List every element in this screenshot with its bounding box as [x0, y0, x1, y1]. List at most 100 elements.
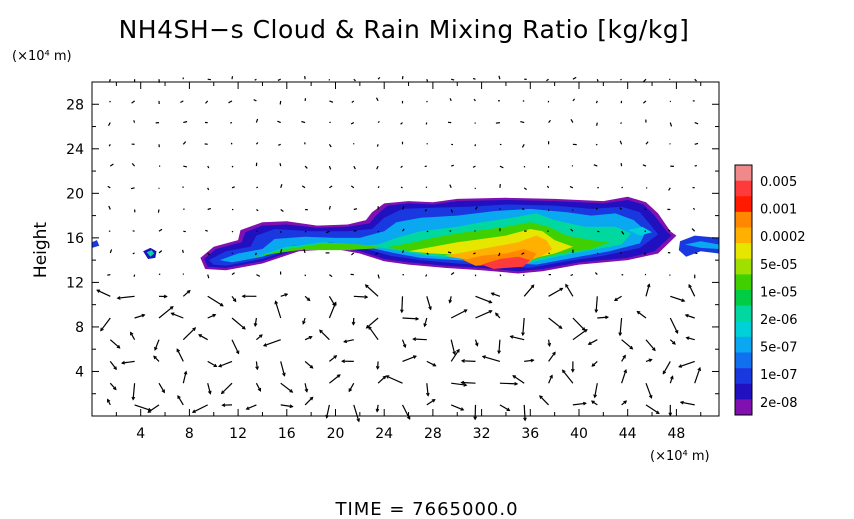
wind-vector [512, 375, 525, 384]
wind-vector [597, 230, 600, 233]
wind-vector-head [662, 370, 667, 375]
wind-vector [523, 187, 527, 191]
colorbar-swatch [735, 383, 752, 400]
wind-vector [548, 375, 553, 384]
wind-vector [400, 165, 403, 169]
wind-vector-head [552, 351, 556, 356]
wind-vector [523, 165, 526, 168]
wind-vector [619, 317, 623, 336]
x-tick-label: 8 [185, 426, 194, 442]
wind-vector-head [232, 298, 237, 303]
wind-vector [423, 317, 428, 327]
wind-vector-head [512, 375, 517, 379]
wind-vector-head [333, 355, 338, 359]
wind-vector-head [213, 363, 218, 367]
wind-vector [253, 99, 257, 102]
wind-vector [426, 252, 429, 255]
wind-vector [182, 186, 184, 189]
wind-vector [351, 100, 355, 104]
wind-vector-head [590, 400, 595, 405]
wind-vector-head [385, 375, 390, 379]
wind-vector [109, 79, 111, 82]
wind-vector [304, 142, 306, 145]
wind-vector-head [356, 418, 360, 423]
colorbar-swatch [735, 227, 752, 244]
wind-vector [256, 274, 261, 277]
wind-vector [183, 165, 188, 168]
wind-vector-head [289, 404, 294, 409]
wind-vector-head [530, 358, 535, 363]
colorbar-label: 1e-07 [760, 368, 798, 383]
wind-vector [572, 98, 576, 102]
wind-vector [130, 187, 135, 190]
wind-vector-head [448, 299, 453, 304]
wind-vector-head [163, 294, 168, 299]
wind-vector [153, 355, 160, 362]
wind-vector [669, 339, 676, 345]
wind-vector [301, 120, 306, 124]
wind-vector [472, 77, 476, 80]
wind-vector [402, 317, 419, 320]
wind-vector [134, 404, 152, 411]
wind-vector-head [549, 374, 553, 379]
wind-vector-head [198, 334, 202, 338]
wind-vector [353, 230, 357, 232]
wind-vector-head [177, 395, 181, 399]
wind-vector-head [304, 388, 309, 393]
wind-vector-head [425, 392, 430, 397]
wind-vector-head [255, 366, 259, 371]
wind-vector [376, 144, 379, 147]
wind-vector [100, 317, 111, 332]
wind-vector [329, 100, 334, 103]
x-tick-label: 44 [619, 426, 637, 442]
y-tick-label: 12 [66, 275, 84, 291]
colorbar-swatch [735, 352, 752, 369]
wind-vector [278, 143, 281, 146]
wind-vector-head [587, 341, 592, 345]
wind-vector [348, 382, 355, 392]
wind-vector [482, 355, 501, 362]
wind-vector [131, 100, 135, 104]
wind-vector [686, 337, 695, 341]
wind-vector [304, 383, 308, 392]
wind-vector-head [220, 390, 225, 395]
wind-vector-head [655, 410, 660, 414]
wind-vector-head [685, 336, 690, 340]
wind-vector-head [309, 365, 314, 369]
wind-vector [376, 165, 379, 170]
wind-vector [562, 369, 574, 384]
wind-vector [401, 339, 406, 348]
wind-vector [572, 402, 586, 406]
wind-vector [595, 100, 598, 104]
wind-vector-field [96, 75, 701, 423]
wind-vector [620, 122, 623, 125]
wind-vector [280, 382, 293, 393]
colorbar-label: 2e-06 [760, 313, 798, 328]
wind-vector [353, 165, 356, 170]
wind-vector [402, 355, 417, 362]
wind-vector [426, 399, 436, 406]
wind-vector [593, 164, 598, 167]
wind-vector-head [432, 363, 437, 367]
x-tick-label: 16 [278, 426, 296, 442]
wind-vector [450, 349, 460, 362]
wind-vector [207, 295, 224, 307]
wind-vector [621, 355, 626, 362]
wind-vector [451, 78, 455, 81]
wind-vector [109, 382, 117, 390]
wind-vector-head [688, 283, 692, 288]
y-axis-label: Height [31, 222, 51, 279]
wind-vector-head [253, 323, 258, 328]
wind-vector [329, 274, 333, 278]
wind-vector [413, 338, 427, 341]
wind-vector [548, 317, 563, 329]
wind-vector [621, 369, 627, 384]
wind-vector [207, 165, 210, 169]
cloud-patch [684, 241, 719, 249]
wind-vector [255, 382, 262, 392]
wind-vector [474, 122, 476, 124]
wind-vector [277, 120, 281, 124]
y-tick-label: 24 [66, 142, 84, 158]
wind-vector [109, 100, 111, 103]
wind-vector [207, 252, 211, 256]
